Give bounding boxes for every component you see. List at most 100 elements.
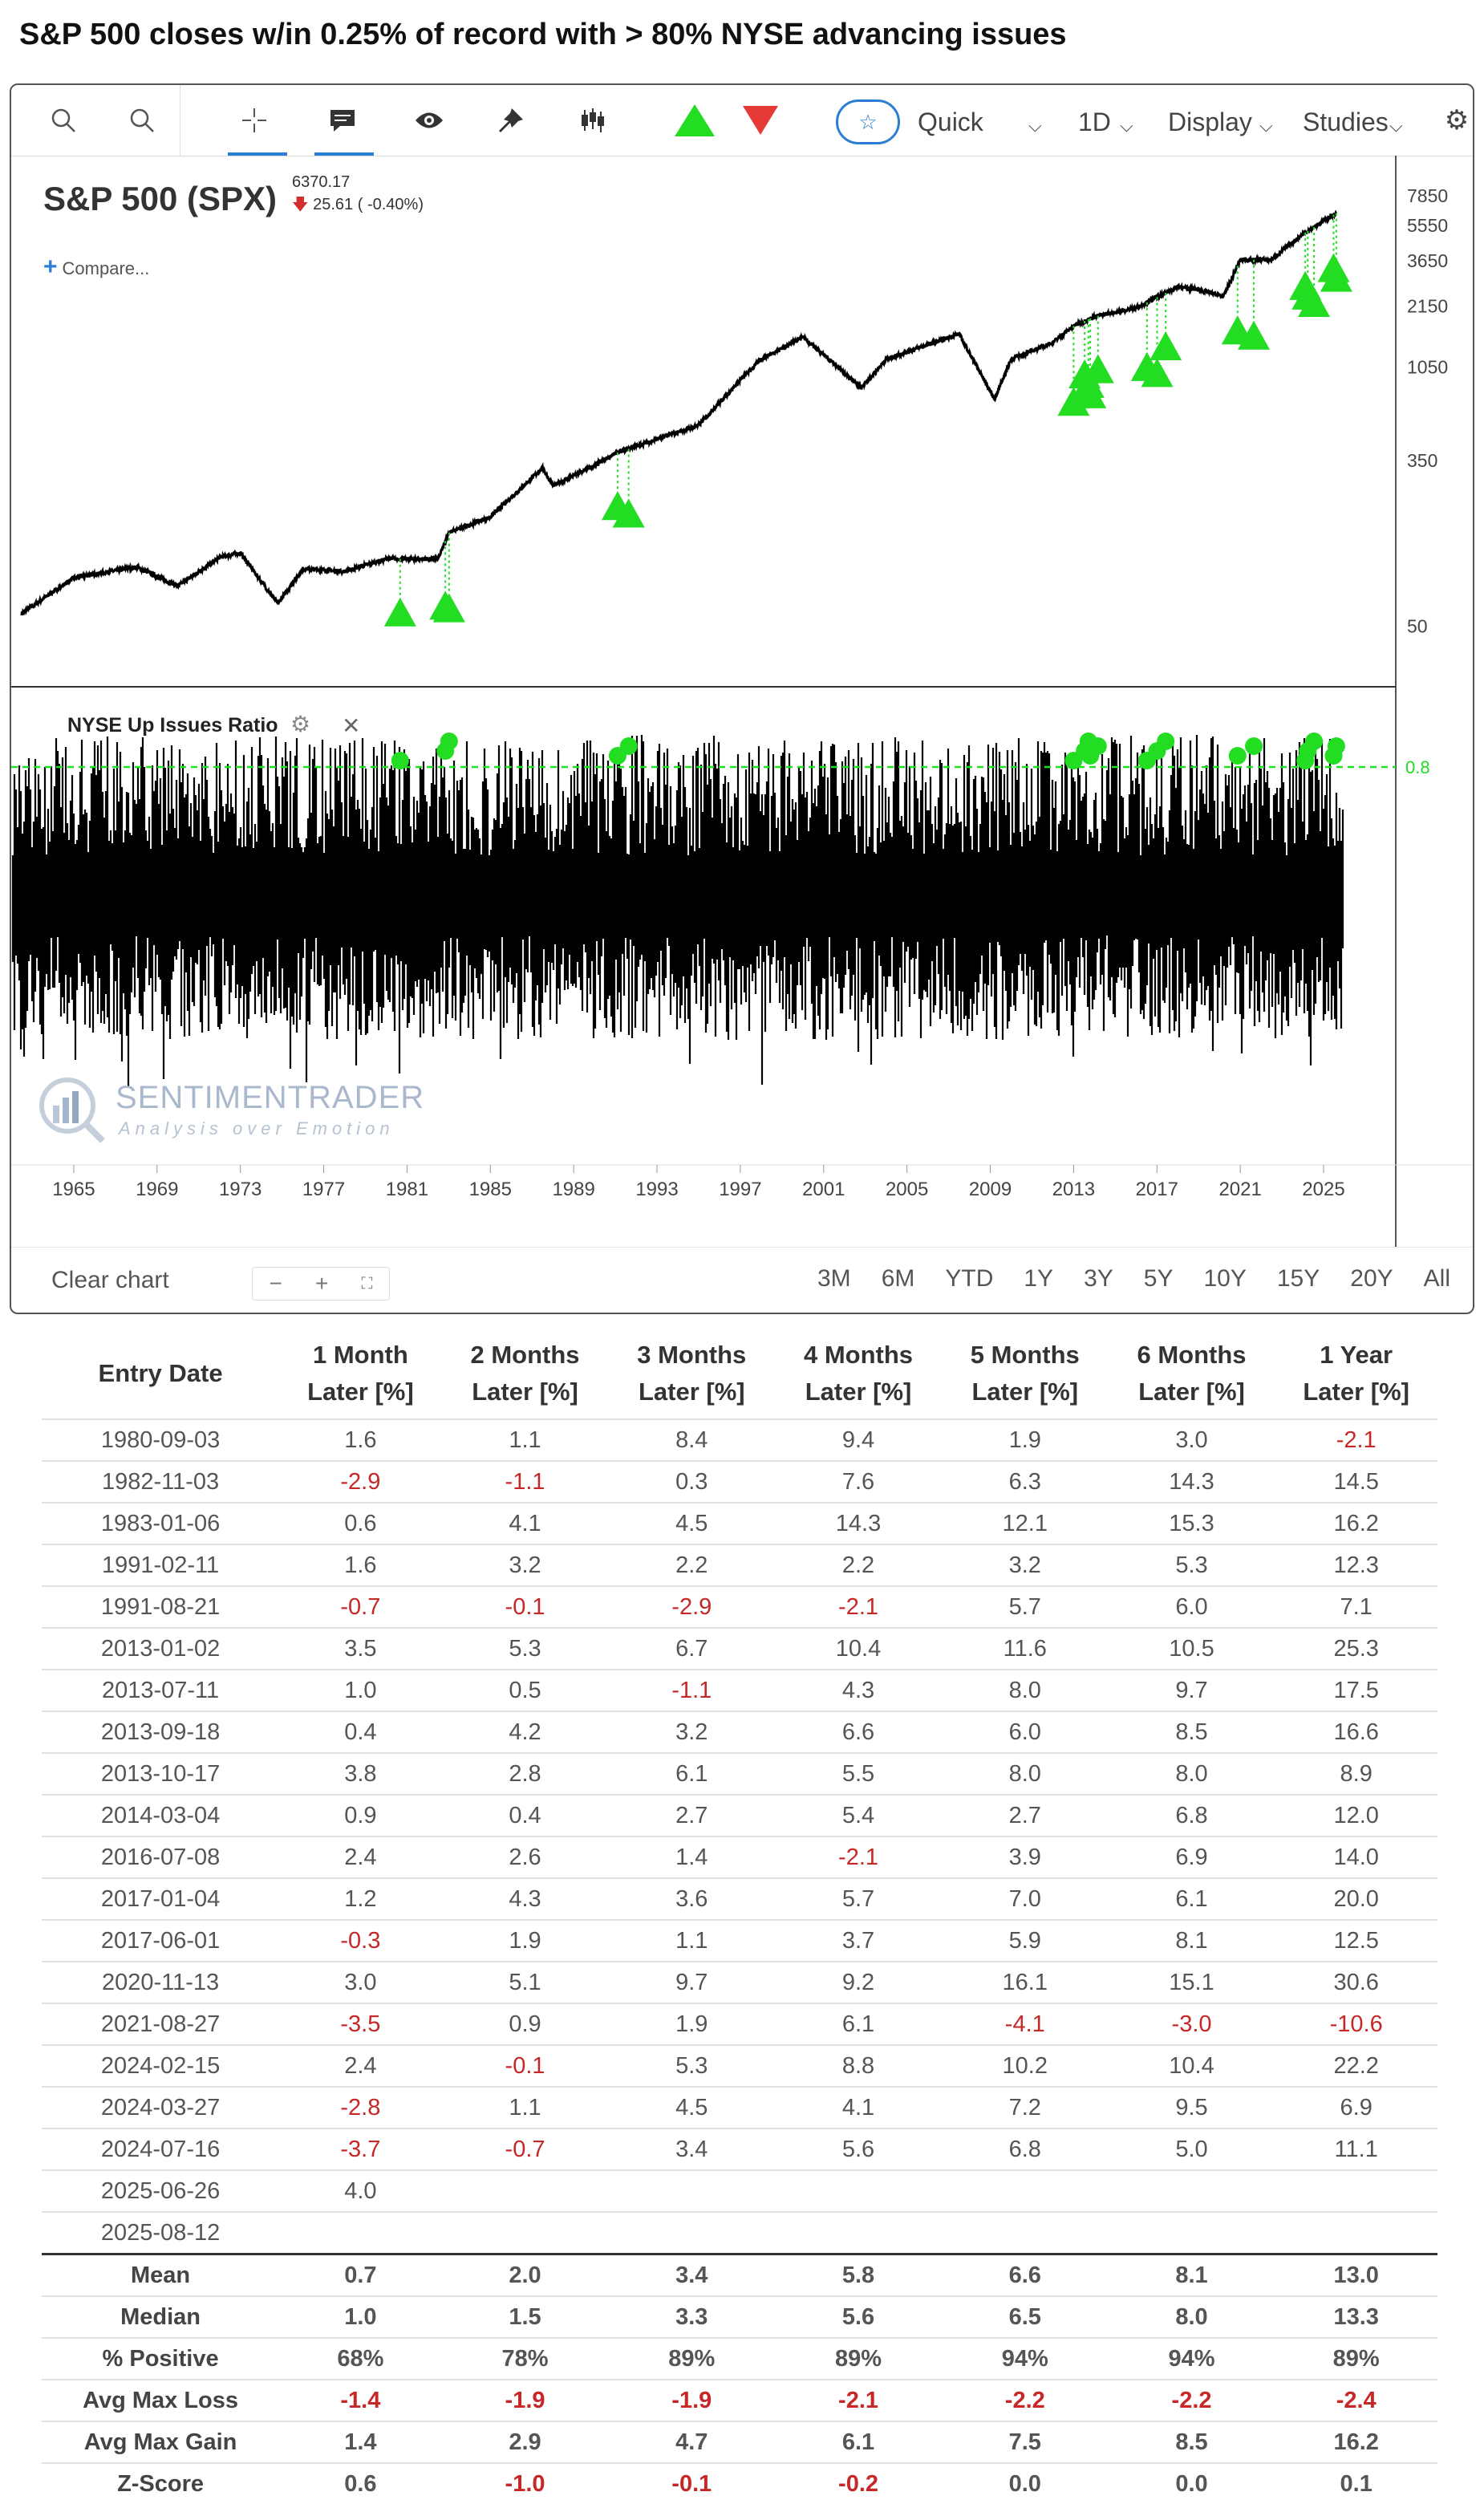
chart-widget: ☆ Quick ⌵ 1D ⌵ Display ⌵ Studies ⌵ ⚙ 785… <box>10 83 1474 1314</box>
range-button-ytd[interactable]: YTD <box>945 1265 994 1292</box>
column-header[interactable]: 5 Months Later [%] <box>970 1341 1080 1406</box>
return-cell: 2.4 <box>279 1836 442 1878</box>
return-cell: 2.9 <box>441 2421 609 2463</box>
return-cell: 7.1 <box>1275 1585 1437 1628</box>
return-cell: -2.1 <box>775 1836 942 1878</box>
range-selector: 3M 6M YTD 1Y 3Y 5Y 10Y 15Y 20Y All <box>787 1265 1450 1293</box>
return-cell: 6.5 <box>941 2295 1109 2338</box>
entry-date-cell: 2013-10-17 <box>42 1752 280 1795</box>
x-axis-label: 1989 <box>552 1179 594 1200</box>
price-axis-label: 1050 <box>1407 356 1448 377</box>
chevron-down-icon[interactable]: ⌵ <box>1120 116 1133 136</box>
comment-icon[interactable] <box>322 98 363 143</box>
return-cell: -2.1 <box>775 1585 942 1628</box>
return-cell: -0.1 <box>441 1585 609 1628</box>
signal-dot <box>1305 733 1324 750</box>
return-cell: 12.5 <box>1275 1919 1437 1962</box>
clear-chart-button[interactable]: Clear chart <box>51 1267 169 1293</box>
return-cell: 9.7 <box>1108 1669 1275 1711</box>
range-button-15y[interactable]: 15Y <box>1276 1265 1320 1292</box>
search-icon[interactable] <box>43 98 83 143</box>
entry-date-cell: 2021-08-27 <box>42 2003 280 2045</box>
down-triangle-icon[interactable] <box>736 98 785 143</box>
return-cell: 5.3 <box>441 1627 609 1670</box>
range-button-all[interactable]: All <box>1423 1265 1450 1292</box>
pin-icon[interactable] <box>491 98 531 143</box>
chevron-down-icon[interactable]: ⌵ <box>1028 116 1042 136</box>
gear-icon[interactable]: ⚙ <box>1444 105 1470 136</box>
chevron-down-icon[interactable]: ⌵ <box>1259 116 1273 136</box>
return-cell: 3.7 <box>775 1919 942 1962</box>
compare-button[interactable]: + Compare... <box>43 254 149 281</box>
column-header[interactable]: 6 Months Later [%] <box>1137 1341 1247 1406</box>
range-button-10y[interactable]: 10Y <box>1203 1265 1247 1292</box>
return-cell: 3.4 <box>608 2128 776 2170</box>
column-header[interactable]: Entry Date <box>98 1359 223 1387</box>
price-and-indicator-chart[interactable]: 7850 5550 3650 2150 1050 350 50 1965 1969 1973 197… <box>11 156 1474 1247</box>
return-cell: 5.9 <box>941 1919 1109 1962</box>
indicator-close-icon[interactable]: ✕ <box>342 713 361 738</box>
fit-icon[interactable]: ⛶ <box>361 1274 373 1293</box>
signal-dot <box>1089 737 1107 755</box>
candlestick-icon[interactable] <box>573 98 613 143</box>
up-triangle-icon[interactable] <box>671 98 719 143</box>
return-cell: 17.5 <box>1275 1669 1437 1711</box>
return-cell: 1.9 <box>608 2003 776 2045</box>
studies-button[interactable]: Studies <box>1303 108 1389 136</box>
chevron-down-icon[interactable]: ⌵ <box>1389 116 1403 136</box>
table-row: 2017-06-01 -0.3 1.9 1.1 3.7 5.9 8.1 12.5 <box>42 1919 1437 1962</box>
signal-triangle <box>1057 387 1090 416</box>
entry-date-cell: 2013-01-02 <box>42 1627 280 1670</box>
column-header[interactable]: 3 Months Later [%] <box>637 1341 747 1406</box>
return-cell: 25.3 <box>1275 1627 1437 1670</box>
column-header[interactable]: 1 Month Later [%] <box>307 1341 414 1406</box>
indicator-settings-icon[interactable]: ⚙ <box>290 712 311 737</box>
table-row: 2013-01-02 3.5 5.3 6.7 10.4 11.6 10.5 25.3 <box>42 1627 1437 1670</box>
range-button-6m[interactable]: 6M <box>881 1265 915 1292</box>
range-button-5y[interactable]: 5Y <box>1143 1265 1174 1292</box>
eye-icon[interactable] <box>409 98 449 143</box>
return-cell: 7.6 <box>775 1460 942 1503</box>
signal-triangle <box>1149 331 1182 360</box>
return-cell: 15.1 <box>1108 1961 1275 2003</box>
return-cell: 14.3 <box>775 1502 942 1544</box>
return-cell: -4.1 <box>941 2003 1109 2045</box>
range-button-3m[interactable]: 3M <box>817 1265 851 1292</box>
x-axis-label: 1993 <box>635 1179 678 1200</box>
column-header[interactable]: 4 Months Later [%] <box>804 1341 914 1406</box>
interval-button[interactable]: 1D <box>1078 108 1111 136</box>
return-cell: 10.4 <box>775 1627 942 1670</box>
zoom-in-button[interactable]: + <box>315 1271 329 1296</box>
return-cell: 0.3 <box>608 1460 776 1503</box>
display-button[interactable]: Display <box>1168 108 1252 136</box>
x-axis-label: 2001 <box>802 1179 845 1200</box>
quick-button[interactable]: Quick <box>918 108 983 136</box>
return-cell: 7.2 <box>941 2086 1109 2129</box>
zoom-out-button[interactable]: − <box>269 1271 282 1296</box>
return-cell: -2.2 <box>1108 2379 1275 2421</box>
return-cell: 6.1 <box>775 2421 942 2463</box>
return-cell: 4.5 <box>608 2086 776 2129</box>
crosshair-icon[interactable] <box>234 98 274 143</box>
return-cell: 6.1 <box>608 1752 776 1795</box>
return-cell: 3.6 <box>608 1877 776 1920</box>
star-icon[interactable]: ☆ <box>836 99 900 144</box>
range-button-1y[interactable]: 1Y <box>1024 1265 1054 1292</box>
return-cell <box>941 2211 1109 2254</box>
return-cell: 5.6 <box>775 2295 942 2338</box>
return-cell: 0.6 <box>279 1502 442 1544</box>
range-button-20y[interactable]: 20Y <box>1350 1265 1393 1292</box>
return-cell: 0.9 <box>441 2003 609 2045</box>
zoom-icon[interactable] <box>122 98 162 143</box>
return-cell: 3.9 <box>941 1836 1109 1878</box>
spx-price-line <box>20 209 1337 616</box>
table-row: 2024-07-16 -3.7 -0.7 3.4 5.6 6.8 5.0 11.1 <box>42 2128 1437 2170</box>
return-cell: 94% <box>1108 2337 1275 2380</box>
table-row: 1982-11-03 -2.9 -1.1 0.3 7.6 6.3 14.3 14.5 <box>42 1460 1437 1503</box>
return-cell: 89% <box>775 2337 942 2380</box>
return-cell: 5.3 <box>608 2044 776 2087</box>
column-header[interactable]: 2 Months Later [%] <box>470 1341 580 1406</box>
return-cell: -1.9 <box>608 2379 776 2421</box>
column-header[interactable]: 1 Year Later [%] <box>1303 1341 1410 1406</box>
range-button-3y[interactable]: 3Y <box>1084 1265 1113 1292</box>
